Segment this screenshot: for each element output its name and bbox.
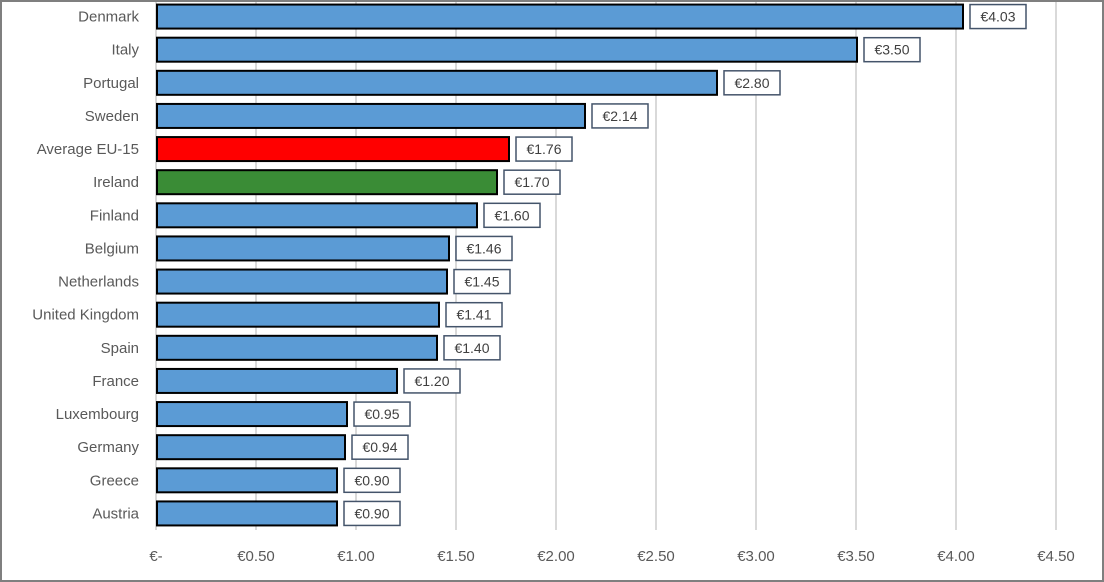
x-tick-label: €4.00 bbox=[937, 548, 975, 565]
bar bbox=[156, 102, 586, 129]
data-label-box bbox=[343, 500, 401, 527]
data-label: €1.20 bbox=[414, 373, 449, 389]
x-tick-label: €3.50 bbox=[837, 548, 875, 565]
category-label: Ireland bbox=[93, 174, 139, 191]
data-label: €1.45 bbox=[464, 274, 499, 290]
bar bbox=[156, 69, 718, 96]
category-label: Sweden bbox=[85, 108, 139, 125]
data-label-box bbox=[455, 235, 513, 262]
data-label-box bbox=[403, 368, 461, 394]
category-label: Austria bbox=[92, 505, 139, 522]
data-label-box bbox=[353, 401, 411, 427]
data-label-box bbox=[969, 3, 1027, 30]
category-label: Italy bbox=[111, 42, 139, 59]
x-tick-label: €2.00 bbox=[537, 548, 575, 565]
data-label: €0.94 bbox=[362, 439, 397, 455]
category-label: Belgium bbox=[85, 240, 139, 257]
data-label: €1.76 bbox=[526, 141, 561, 157]
data-label: €1.60 bbox=[494, 207, 529, 223]
data-label: €1.46 bbox=[466, 240, 501, 256]
data-label-box bbox=[483, 202, 541, 229]
category-label: United Kingdom bbox=[32, 307, 139, 324]
data-label-box bbox=[723, 70, 781, 96]
x-tick-label: €- bbox=[149, 548, 162, 565]
data-label: €0.95 bbox=[364, 406, 399, 422]
bar bbox=[156, 401, 348, 428]
data-label: €1.40 bbox=[454, 340, 489, 356]
x-tick-label: €1.00 bbox=[337, 548, 375, 565]
category-label: Netherlands bbox=[58, 274, 139, 291]
category-label: Spain bbox=[101, 340, 139, 357]
bar bbox=[156, 500, 338, 527]
data-label: €1.41 bbox=[456, 307, 491, 323]
x-tick-label: €1.50 bbox=[437, 548, 475, 565]
x-tick-label: €0.50 bbox=[237, 548, 275, 565]
data-label: €2.80 bbox=[734, 75, 769, 91]
bar bbox=[156, 268, 448, 295]
category-label: Luxembourg bbox=[56, 406, 139, 423]
bar bbox=[156, 136, 510, 163]
bar bbox=[156, 301, 440, 328]
category-label: Average EU-15 bbox=[37, 141, 139, 158]
bar bbox=[156, 367, 398, 394]
data-label-box bbox=[515, 136, 573, 162]
bar bbox=[156, 334, 438, 361]
data-label: €2.14 bbox=[602, 108, 637, 124]
data-label: €4.03 bbox=[980, 9, 1015, 25]
x-tick-label: €2.50 bbox=[637, 548, 675, 565]
data-label: €1.70 bbox=[514, 174, 549, 190]
category-label: Portugal bbox=[83, 75, 139, 92]
bar bbox=[156, 202, 478, 229]
category-label: Finland bbox=[90, 207, 139, 224]
data-label: €3.50 bbox=[874, 42, 909, 58]
data-label: €0.90 bbox=[354, 505, 389, 521]
data-label-box bbox=[351, 434, 409, 460]
bar bbox=[156, 235, 450, 262]
category-label: Denmark bbox=[78, 9, 139, 26]
category-label: Greece bbox=[90, 472, 139, 489]
bar bbox=[156, 169, 498, 196]
data-label-box bbox=[863, 36, 921, 63]
data-label-box bbox=[453, 268, 511, 295]
bar bbox=[156, 3, 964, 30]
data-label-box bbox=[445, 301, 503, 328]
data-label-box bbox=[343, 467, 401, 494]
x-tick-label: €3.00 bbox=[737, 548, 775, 565]
data-label-box bbox=[503, 169, 561, 195]
data-label-box bbox=[443, 335, 501, 361]
category-label: France bbox=[92, 373, 139, 390]
bar bbox=[156, 434, 346, 461]
bar bbox=[156, 467, 338, 494]
category-label: Germany bbox=[77, 439, 139, 456]
x-tick-label: €4.50 bbox=[1037, 548, 1075, 565]
bar bbox=[156, 36, 858, 63]
data-label: €0.90 bbox=[354, 472, 389, 488]
data-label-box bbox=[591, 103, 649, 129]
